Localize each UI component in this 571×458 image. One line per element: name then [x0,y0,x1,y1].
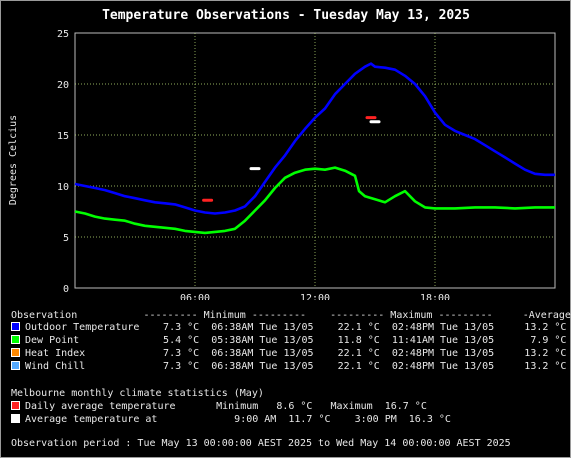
legend-stats-heatindex: 7.3 °C 06:38AM Tue 13/05 22.1 °C 02:48PM… [145,348,567,359]
y-tick-label: 20 [57,80,69,91]
legend-label-heatindex: Heat Index [25,348,86,359]
grid [75,33,555,288]
legend-label-dewpoint: Dew Point [25,335,80,346]
tick-layer: 0 5 10 15 20 25 06:00 12:00 18:00 [57,29,450,300]
climate-swatch-avg-at [11,414,20,423]
legend-swatch-windchill [11,361,20,370]
y-axis-label: Degrees Celcius [8,115,19,205]
legend-stats-dewpoint: 5.4 °C 05:38AM Tue 13/05 11.8 °C 11:41AM… [145,335,567,346]
marker-layer [202,116,381,202]
climate-label-daily-avg: Daily average temperature [25,401,176,412]
y-tick-label: 10 [57,182,69,193]
climate-swatch-daily-avg [11,401,20,410]
climate-stats-daily-avg: Minimum 8.6 °C Maximum 16.7 °C [180,401,427,412]
series-line-dew-point [74,166,555,235]
legend-swatch-outdoor [11,322,20,331]
legend-swatch-dewpoint [11,335,20,344]
climate-stats-avg-at: 9:00 AM 11.7 °C 3:00 PM 16.3 °C [180,414,451,425]
legend-label-windchill: Wind Chill [25,361,86,372]
y-tick-label: 0 [63,284,69,295]
x-tick-label: 18:00 [420,293,450,300]
y-tick-label: 15 [57,131,69,142]
climate-label-avg-at: Average temperature at [25,414,158,425]
temperature-chart: 0 5 10 15 20 25 06:00 12:00 18:00 Temperature Ob… [8,8,556,300]
x-tick-label: 06:00 [180,293,210,300]
legend-label-outdoor: Outdoor Temperature [25,322,140,333]
legend-stats-outdoor: 7.3 °C 06:38AM Tue 13/05 22.1 °C 02:48PM… [145,322,567,333]
y-tick-label: 5 [63,233,69,244]
series-layer [74,62,555,235]
legend-header: Observation --------- Minimum --------- … [11,310,571,321]
legend-stats-windchill: 7.3 °C 06:38AM Tue 13/05 22.1 °C 02:48PM… [145,361,567,372]
climate-title: Melbourne monthly climate statistics (Ma… [11,388,264,399]
x-tick-label: 12:00 [300,293,330,300]
observation-period: Observation period : Tue May 13 00:00:00… [11,438,511,449]
chart-title: Temperature Observations - Tuesday May 1… [102,8,470,23]
series-line-outdoor-temperature [74,62,555,215]
legend-swatch-heatindex [11,348,20,357]
y-tick-label: 25 [57,29,69,40]
